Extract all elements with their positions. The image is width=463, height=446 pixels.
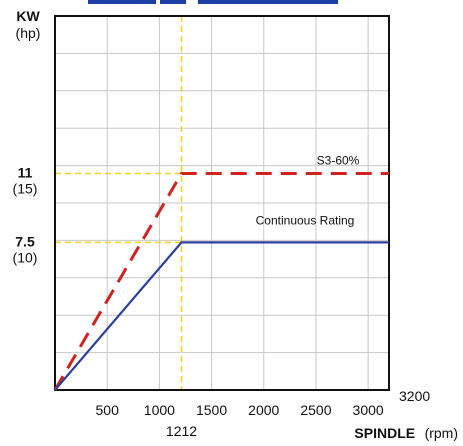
x-tick-label: 2500 bbox=[300, 402, 331, 418]
series-label-s3: S3-60% bbox=[317, 153, 360, 167]
guide-lines bbox=[55, 16, 183, 390]
x-tick-label: 1000 bbox=[144, 402, 175, 418]
y-axis-label: KW bbox=[16, 8, 40, 24]
x-tick-label: 1500 bbox=[196, 402, 227, 418]
x-max-label: 3200 bbox=[399, 388, 430, 404]
cropped-title-bar bbox=[88, 0, 338, 4]
x-tick-label: 3000 bbox=[353, 402, 384, 418]
y-tick-label-kw: 11 bbox=[18, 164, 33, 180]
x-axis-label: SPINDLE (rpm) bbox=[354, 425, 458, 442]
y-axis-unit: (hp) bbox=[16, 25, 41, 41]
plot-frame bbox=[54, 15, 390, 391]
y-tick-label-kw: 7.5 bbox=[15, 233, 35, 249]
x-tick-label: 2000 bbox=[248, 402, 279, 418]
x-axis-unit: (rpm) bbox=[425, 425, 458, 441]
x-axis-title: SPINDLE bbox=[354, 425, 415, 441]
x-marker-label: 1212 bbox=[166, 423, 197, 439]
series-line-s3 bbox=[53, 171, 389, 391]
grid bbox=[55, 16, 389, 390]
series-line-continuous bbox=[54, 241, 389, 391]
y-tick-label-hp: (15) bbox=[13, 180, 38, 196]
x-tick-label: 500 bbox=[96, 402, 120, 418]
series-label-continuous: Continuous Rating bbox=[256, 213, 355, 227]
series-lines bbox=[53, 171, 389, 391]
y-tick-label-hp: (10) bbox=[13, 249, 38, 265]
